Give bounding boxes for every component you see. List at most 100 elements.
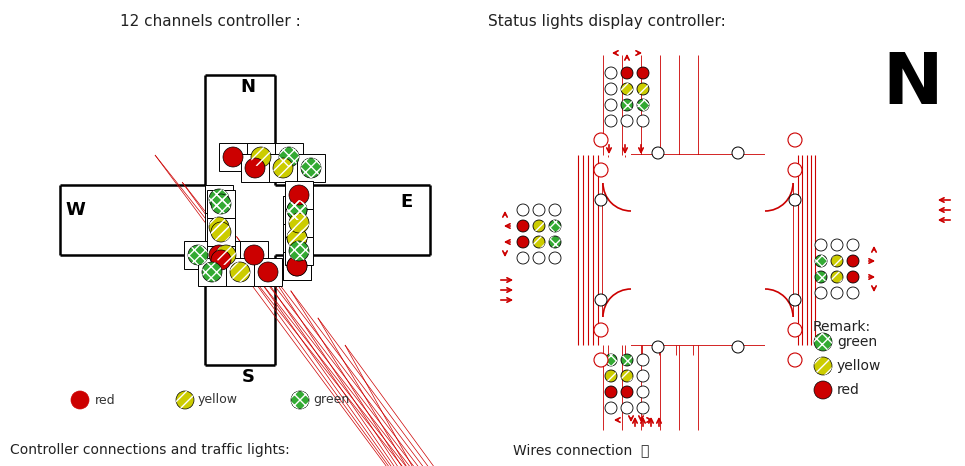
Text: red: red <box>837 383 860 397</box>
Circle shape <box>732 147 744 159</box>
Circle shape <box>289 185 309 205</box>
Circle shape <box>549 204 561 216</box>
Circle shape <box>176 391 194 409</box>
Bar <box>207 246 235 274</box>
Text: N: N <box>883 50 943 119</box>
Circle shape <box>289 213 309 233</box>
Circle shape <box>211 194 231 214</box>
Circle shape <box>209 189 229 209</box>
Circle shape <box>244 245 264 265</box>
Circle shape <box>637 370 649 382</box>
Circle shape <box>287 256 307 276</box>
Circle shape <box>652 341 664 353</box>
Circle shape <box>815 287 827 299</box>
Bar <box>297 154 325 182</box>
Circle shape <box>732 341 744 353</box>
Circle shape <box>788 353 802 367</box>
FancyBboxPatch shape <box>631 155 765 345</box>
Circle shape <box>637 83 649 95</box>
Circle shape <box>637 99 649 111</box>
Circle shape <box>814 381 832 399</box>
Circle shape <box>287 228 307 248</box>
Circle shape <box>621 370 633 382</box>
Circle shape <box>533 252 545 264</box>
Circle shape <box>287 200 307 220</box>
Circle shape <box>594 353 608 367</box>
Bar <box>198 258 226 286</box>
Circle shape <box>847 271 859 283</box>
Circle shape <box>223 147 243 167</box>
Bar <box>212 241 240 269</box>
Text: E: E <box>400 193 412 211</box>
Circle shape <box>279 147 299 167</box>
Circle shape <box>287 228 307 248</box>
Circle shape <box>621 83 633 95</box>
Circle shape <box>533 204 545 216</box>
Circle shape <box>814 357 832 375</box>
Circle shape <box>273 158 293 178</box>
Circle shape <box>788 323 802 337</box>
Circle shape <box>847 255 859 267</box>
Bar <box>285 209 313 237</box>
Circle shape <box>605 67 617 79</box>
Circle shape <box>621 386 633 398</box>
Text: green: green <box>837 335 877 349</box>
Circle shape <box>621 67 633 79</box>
Circle shape <box>815 255 827 267</box>
Circle shape <box>605 386 617 398</box>
Text: red: red <box>95 393 116 406</box>
Text: W: W <box>65 201 85 219</box>
Text: N: N <box>240 78 256 96</box>
Bar <box>283 196 311 224</box>
Bar <box>269 154 297 182</box>
Circle shape <box>595 194 607 206</box>
Circle shape <box>211 250 231 270</box>
Circle shape <box>517 252 529 264</box>
Circle shape <box>637 115 649 127</box>
Circle shape <box>847 287 859 299</box>
Bar <box>283 252 311 280</box>
Bar <box>241 154 269 182</box>
Bar <box>283 224 311 252</box>
Circle shape <box>789 294 801 306</box>
Bar <box>283 252 311 280</box>
Bar <box>247 143 275 171</box>
Bar <box>207 218 235 246</box>
Bar <box>205 213 233 241</box>
Bar <box>219 143 247 171</box>
Circle shape <box>287 256 307 276</box>
Circle shape <box>621 402 633 414</box>
Text: ●: ● <box>74 393 86 407</box>
Circle shape <box>251 147 271 167</box>
Text: 12 channels controller :: 12 channels controller : <box>120 14 301 29</box>
Circle shape <box>188 245 208 265</box>
Circle shape <box>605 99 617 111</box>
FancyBboxPatch shape <box>603 183 793 317</box>
Circle shape <box>637 402 649 414</box>
Text: yellow: yellow <box>198 393 238 406</box>
Circle shape <box>788 133 802 147</box>
Circle shape <box>789 194 801 206</box>
Circle shape <box>291 391 309 409</box>
Circle shape <box>517 220 529 232</box>
Circle shape <box>549 220 561 232</box>
Bar <box>205 185 233 213</box>
Text: Remark:: Remark: <box>813 320 871 334</box>
Circle shape <box>815 239 827 251</box>
Text: green: green <box>313 393 349 406</box>
Circle shape <box>549 236 561 248</box>
Text: S: S <box>241 368 255 386</box>
Circle shape <box>621 115 633 127</box>
Circle shape <box>209 245 229 265</box>
Circle shape <box>287 200 307 220</box>
Circle shape <box>814 333 832 351</box>
Bar <box>283 224 311 252</box>
Bar <box>283 196 311 224</box>
Bar <box>275 143 303 171</box>
Circle shape <box>230 262 250 282</box>
Circle shape <box>637 67 649 79</box>
Text: Wires connection  ：: Wires connection ： <box>513 443 649 457</box>
Circle shape <box>847 239 859 251</box>
Circle shape <box>621 99 633 111</box>
Circle shape <box>637 386 649 398</box>
